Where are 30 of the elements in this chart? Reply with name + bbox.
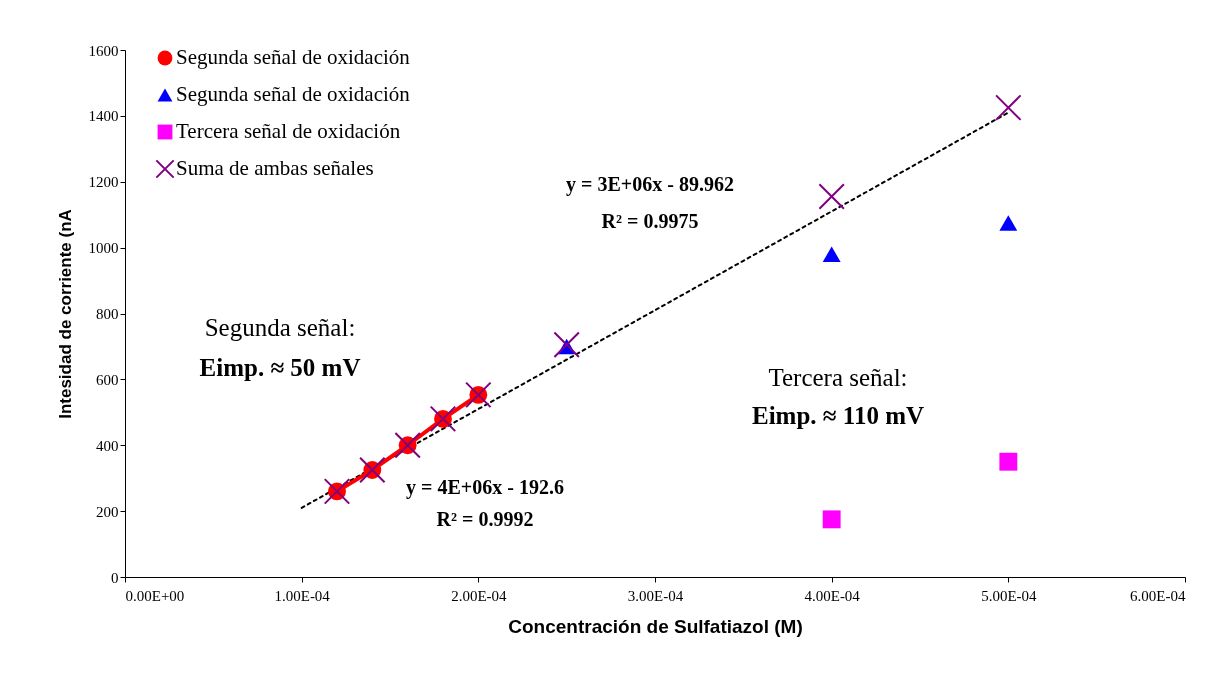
y-tick-label: 800	[96, 306, 119, 322]
x-tick-label: 6.00E-04	[1130, 587, 1186, 604]
legend-label: Tercera señal de oxidación	[176, 119, 401, 143]
y-axis-title: Intesidad de corriente (nA	[55, 209, 75, 419]
annotation: y = 4E+06x - 192.6	[406, 476, 564, 499]
x-tick-label: 1.00E-04	[274, 587, 331, 604]
legend-label: Segunda señal de oxidación	[176, 82, 411, 106]
y-tick-label: 1000	[88, 240, 119, 257]
x-tick-label: 4.00E-04	[804, 587, 861, 604]
annotation: Tercera señal:	[768, 364, 908, 391]
annotation: R² = 0.9992	[436, 508, 534, 530]
y-tick-label: 600	[96, 371, 119, 388]
y-tick-label: 400	[96, 437, 119, 454]
x-tick-label: 3.00E-04	[627, 587, 684, 604]
y-tick-label: 1600	[88, 42, 119, 59]
x-axis-title: Concentración de Sulfatiazol (M)	[508, 615, 803, 637]
x-tick-label: 0.00E+00	[125, 587, 185, 604]
y-tick-label: 0	[111, 569, 119, 586]
legend-label: Segunda señal de oxidación	[176, 45, 411, 69]
x-tick-label: 5.00E-04	[981, 587, 1038, 604]
y-tick-label: 200	[96, 503, 119, 520]
annotation: Eimp. ≈ 50 mV	[199, 354, 361, 381]
y-tick-label: 1400	[88, 108, 119, 125]
annotation: y = 3E+06x - 89.962	[566, 173, 734, 196]
annotation: Segunda señal:	[204, 314, 356, 341]
x-tick-label: 2.00E-04	[451, 587, 508, 604]
y-tick-label: 1200	[88, 174, 119, 191]
legend-label: Suma de ambas señales	[176, 156, 374, 180]
annotation: Eimp. ≈ 110 mV	[751, 402, 925, 429]
annotation: R² = 0.9975	[601, 210, 699, 232]
